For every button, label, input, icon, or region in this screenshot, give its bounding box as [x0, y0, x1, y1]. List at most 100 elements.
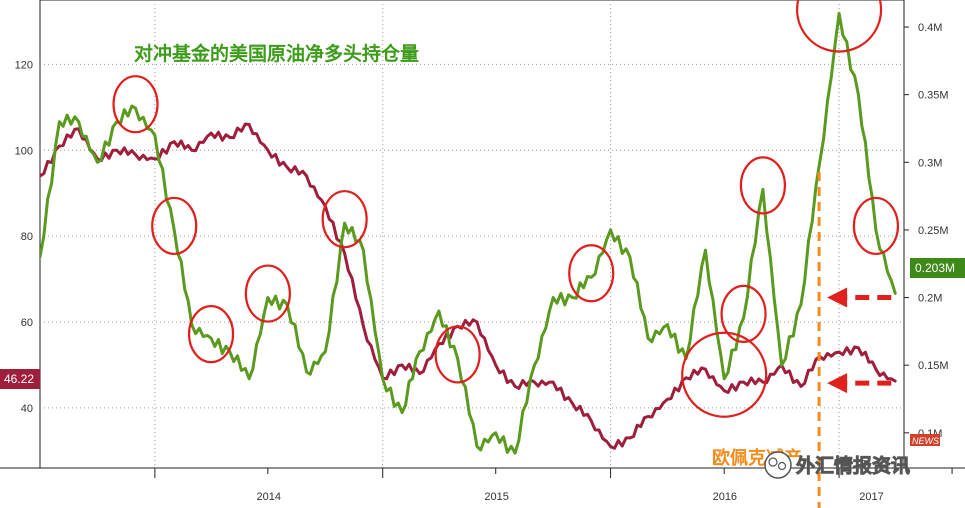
oil_price-point — [343, 251, 347, 255]
right-tick-label: 0.35M — [918, 90, 949, 102]
highlight-circle — [187, 305, 235, 364]
oil_price-point — [190, 148, 194, 152]
net_long-point — [704, 248, 707, 252]
oil_price-point — [837, 350, 841, 354]
series-lines — [40, 12, 897, 455]
net_long-point — [247, 377, 251, 381]
net_long-point — [533, 363, 536, 367]
net_long-point — [57, 120, 61, 124]
net_long-point — [665, 323, 669, 327]
net_long-point — [475, 444, 479, 448]
oil_price-point — [533, 380, 536, 384]
oil_price-point — [628, 436, 632, 440]
net_long-point — [266, 296, 270, 299]
net-long-last-value-label: 0.203M — [910, 258, 965, 278]
left-axis-ticks: 40 60 80 100 120 — [15, 59, 33, 414]
net_long-point — [361, 248, 365, 252]
oil_price-point — [400, 363, 404, 367]
net_long-point — [400, 411, 404, 414]
oil_price-point — [247, 123, 251, 126]
oil_price-point — [285, 166, 289, 169]
highlight-circle — [739, 156, 787, 215]
oil_price-point — [571, 402, 574, 405]
net_long-point — [323, 350, 327, 354]
x-tick-label: 2016 — [713, 491, 737, 503]
left-tick-label: 40 — [21, 403, 33, 415]
oil_price-point — [684, 376, 688, 380]
oil_price-point — [361, 324, 365, 328]
highlight-circle — [681, 331, 768, 418]
net_long-point — [437, 309, 441, 313]
x-tick-label: 2017 — [859, 491, 883, 503]
net_long-point — [646, 336, 650, 340]
net_long-point — [381, 377, 385, 381]
x-axis-ticks: 2014 2015 2016 2017 — [154, 468, 953, 503]
net_long-point — [722, 377, 726, 381]
net_long-point — [818, 160, 822, 164]
left-tick-label: 60 — [21, 317, 33, 329]
net_long-point — [494, 431, 498, 435]
oil_price-point — [209, 131, 213, 135]
oil-price-arrow-head — [827, 373, 848, 394]
news-badge: NEWS — [910, 434, 940, 446]
x-tick-label: 2014 — [257, 491, 281, 503]
annotations — [112, 0, 900, 508]
oil_price-point — [513, 385, 517, 388]
oil_price-point — [646, 415, 650, 418]
net_long-point — [134, 106, 137, 110]
net_long-point — [96, 160, 99, 164]
oil_price-point — [115, 148, 119, 152]
net_long-point — [837, 12, 841, 15]
net_long-point — [874, 228, 878, 232]
oil_price-point — [266, 148, 270, 152]
oil_price-point — [134, 153, 137, 156]
oil_price-point — [172, 140, 176, 144]
net-long-arrow-head — [827, 287, 848, 308]
net_long-point — [609, 228, 612, 232]
net_long-point — [857, 93, 860, 97]
left-tick-label: 100 — [15, 145, 33, 157]
net_long-point — [589, 275, 593, 279]
net_long-point — [628, 255, 632, 259]
net_long-point — [172, 228, 176, 232]
oil_price-point — [57, 144, 61, 148]
chart-title: 对冲基金的美国原油净多头持仓量 — [134, 42, 419, 65]
net_long-point — [456, 357, 460, 360]
svg-text:0.203M: 0.203M — [915, 261, 955, 275]
net_long-point — [153, 133, 157, 137]
left-tick-label: 120 — [15, 59, 33, 71]
oil_price-point — [418, 372, 421, 375]
oil_price-point — [475, 320, 479, 324]
net_long-point — [571, 296, 574, 299]
right-tick-label: 0.25M — [918, 225, 949, 237]
net_long-point — [893, 292, 897, 295]
net_long-point — [418, 350, 421, 354]
oil_price-point — [874, 367, 878, 371]
highlight-circle — [795, 0, 883, 53]
net_long-point — [305, 370, 308, 374]
svg-text:外汇情报资讯: 外汇情报资讯 — [796, 454, 910, 477]
oil_price-point — [40, 174, 42, 178]
oil_price-point — [893, 379, 897, 383]
net_long-point — [209, 336, 213, 340]
net_long-point — [551, 296, 555, 299]
watermark: 外汇情报资讯 — [764, 451, 910, 479]
highlight-circle — [321, 190, 368, 249]
oil_price-line — [40, 122, 897, 450]
highlight-circle — [112, 75, 159, 134]
oil_price-point — [742, 380, 745, 384]
highlight-circle — [568, 244, 615, 303]
right-tick-label: 0.15M — [918, 360, 949, 372]
svg-text:NEWS: NEWS — [912, 436, 939, 446]
highlight-circle — [720, 284, 767, 343]
oil_price-point — [799, 385, 803, 388]
highlight-circle — [151, 196, 198, 256]
plot-frame — [39, 0, 905, 469]
highlight-circle — [434, 325, 481, 384]
net_long-point — [780, 363, 784, 367]
oil_price-point — [551, 380, 555, 384]
right-tick-label: 0.2M — [918, 293, 942, 305]
highlight-circle — [852, 196, 900, 256]
